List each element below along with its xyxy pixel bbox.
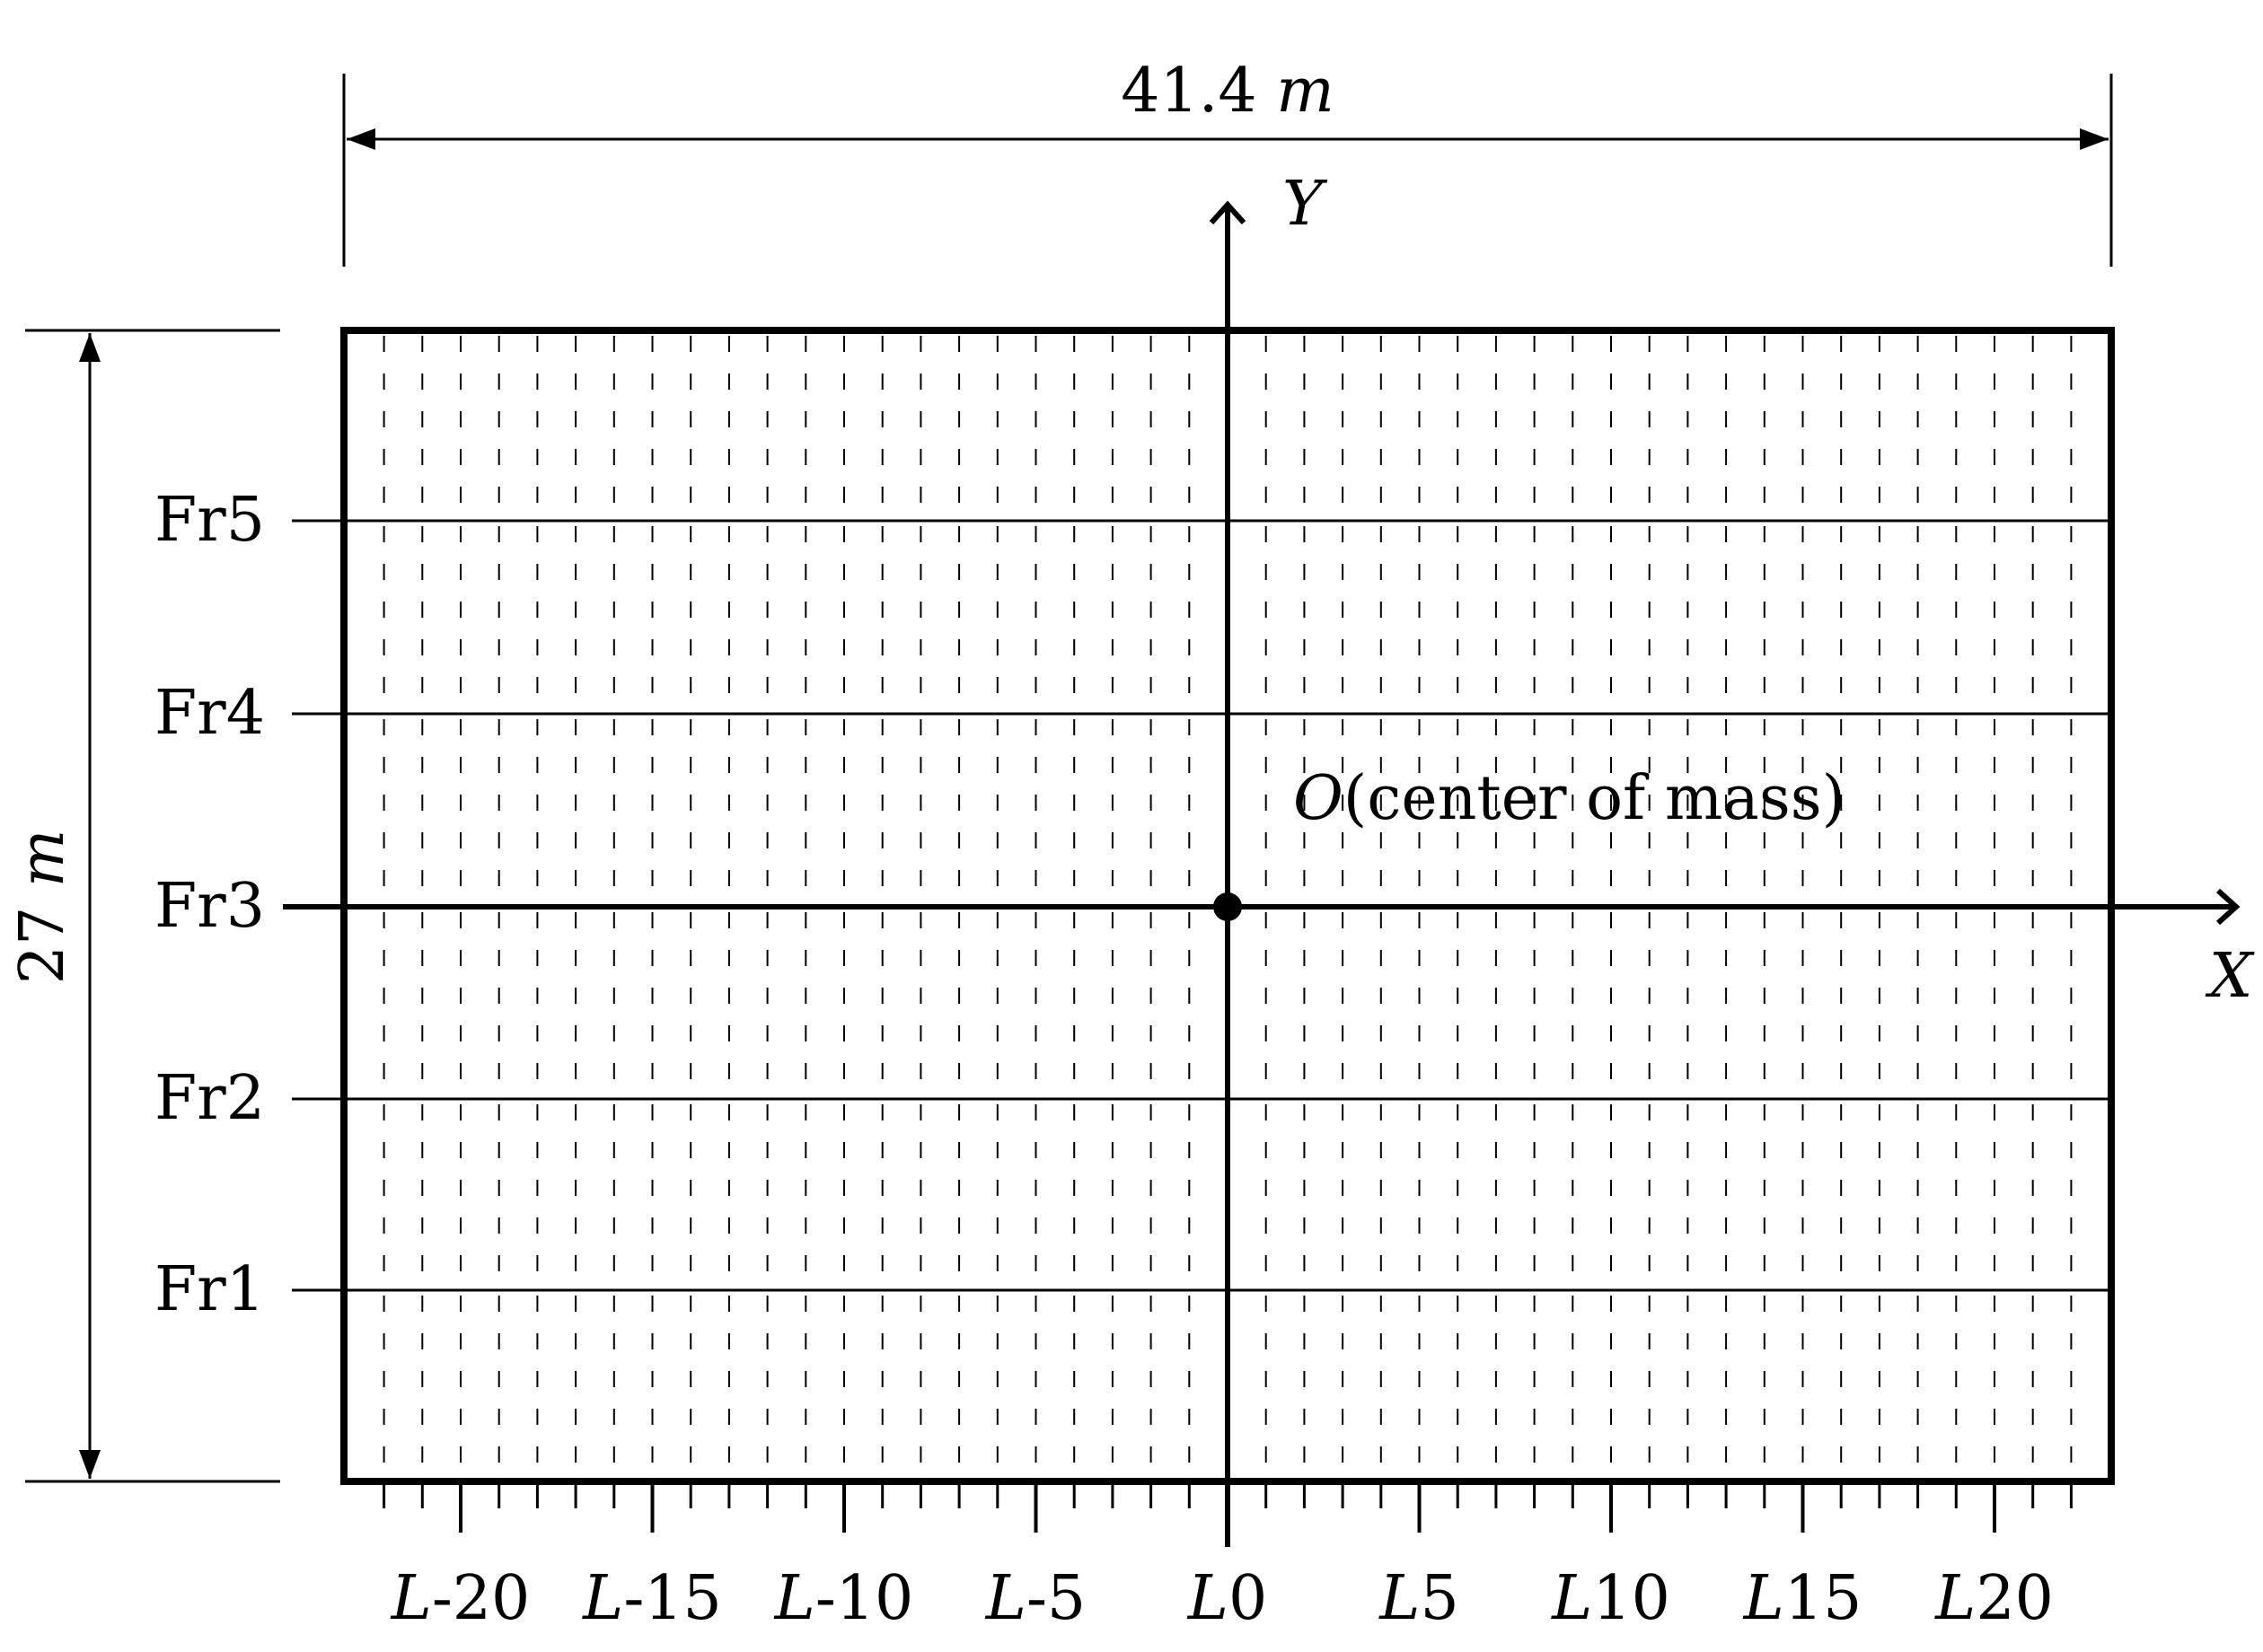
bottom-ruler: L-20 L-15 L-10 L-5 L0 L5 L10 L15 L20 xyxy=(383,1485,2073,1634)
line-label-l10: L10 xyxy=(1550,1563,1670,1634)
line-label-l-10: L-10 xyxy=(773,1563,914,1634)
x-axis: X xyxy=(283,888,2255,1012)
height-dimension-label: 27 m xyxy=(7,830,78,985)
frame-label-fr1: Fr1 xyxy=(154,1254,265,1325)
width-dimension-label: 41.4 m xyxy=(1121,56,1334,127)
line-label-l-5: L-5 xyxy=(984,1563,1086,1634)
frame-label-fr3: Fr3 xyxy=(154,871,265,942)
line-label-l5: L5 xyxy=(1378,1563,1458,1634)
line-label-l20: L20 xyxy=(1933,1563,2054,1634)
frame-label-fr4: Fr4 xyxy=(154,678,265,749)
frame-label-fr2: Fr2 xyxy=(154,1063,265,1134)
x-axis-label: X xyxy=(2205,941,2255,1012)
line-label-l0: L0 xyxy=(1186,1563,1267,1634)
grid-dashes xyxy=(383,336,2073,1476)
y-axis: Y xyxy=(1209,169,1328,1547)
line-label-l-20: L-20 xyxy=(390,1563,531,1634)
origin-label: O(center of mass) xyxy=(1293,763,1845,834)
y-axis-label: Y xyxy=(1282,169,1328,240)
width-dimension: 41.4 m xyxy=(342,56,2113,267)
origin-point xyxy=(1213,892,1242,921)
height-dimension: 27 m xyxy=(7,329,280,1483)
line-label-l15: L15 xyxy=(1742,1563,1862,1634)
line-label-l-15: L-15 xyxy=(581,1563,722,1634)
frame-label-fr5: Fr5 xyxy=(154,485,265,556)
